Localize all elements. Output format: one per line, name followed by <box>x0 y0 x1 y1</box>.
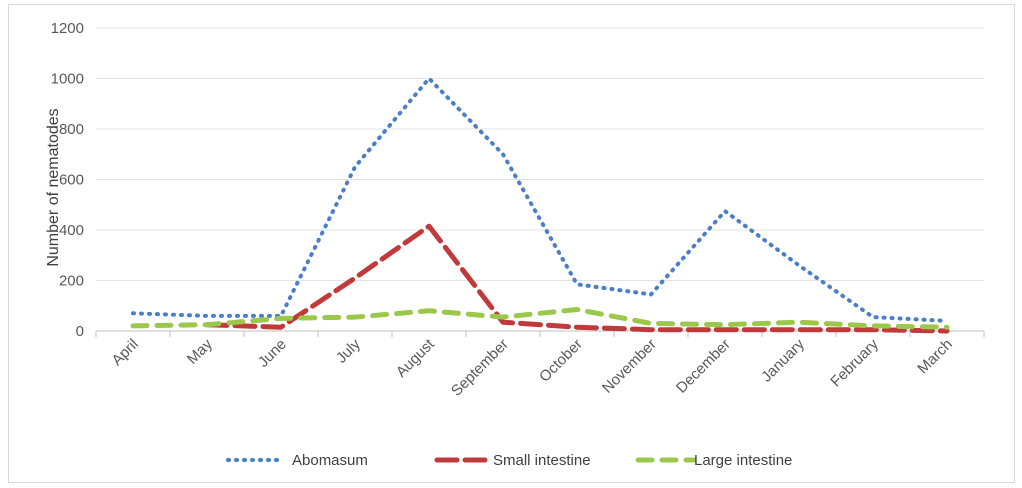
y-tick-label: 600 <box>59 172 84 189</box>
x-tick-label: February <box>827 335 882 390</box>
x-tick-label: September <box>448 336 512 400</box>
x-tick-label: March <box>914 336 955 377</box>
x-tick-label: October <box>536 336 586 386</box>
y-tick-label: 1000 <box>51 71 84 88</box>
y-tick-label: 400 <box>59 222 84 239</box>
legend-label: Large intestine <box>694 452 792 469</box>
legend: Abomasum Small intestine Large intestine <box>226 452 792 469</box>
axes: 0 200 400 600 800 1000 1200 April May June July Aug… <box>45 20 985 400</box>
x-tick-label: July <box>333 335 364 366</box>
x-tick-label: November <box>599 336 660 397</box>
series-line <box>131 76 949 323</box>
series-line <box>130 307 950 330</box>
legend-label: Abomasum <box>292 452 368 469</box>
y-tick-label: 200 <box>59 273 84 290</box>
x-tick-label: June <box>255 336 290 371</box>
x-tick-label: December <box>673 336 734 397</box>
series-lines <box>130 76 950 334</box>
x-tick-label: August <box>393 335 439 381</box>
x-tick-label: May <box>184 335 216 367</box>
legend-label: Small intestine <box>493 452 591 469</box>
gridlines <box>96 27 984 281</box>
y-tick-label: 0 <box>76 323 84 340</box>
y-tick-label: 800 <box>59 121 84 138</box>
x-tick-label: January <box>758 335 808 385</box>
y-tick-label: 1200 <box>51 20 84 37</box>
y-axis-title: Number of nematodes <box>45 108 62 266</box>
x-tick-label: April <box>109 336 142 369</box>
chart-frame <box>8 4 1015 483</box>
